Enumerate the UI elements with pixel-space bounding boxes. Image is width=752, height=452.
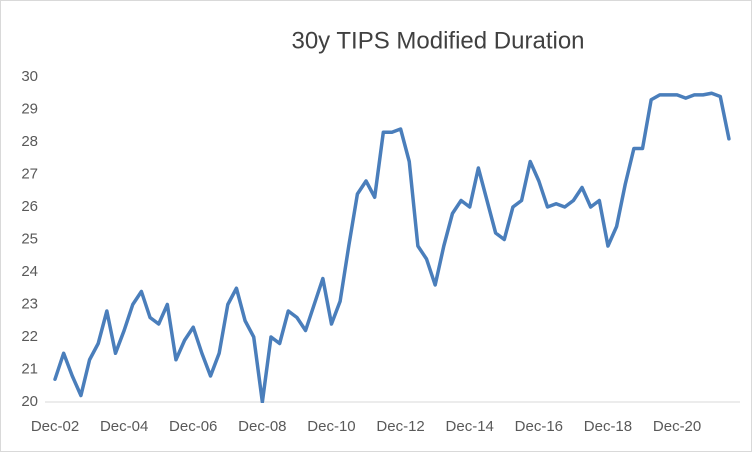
y-tick-label: 29 [21, 100, 38, 117]
y-tick-label: 22 [21, 328, 38, 345]
x-tick-label: Dec-14 [446, 418, 494, 435]
y-tick-label: 20 [21, 393, 38, 410]
x-tick-label: Dec-12 [376, 418, 424, 435]
y-tick-label: 24 [21, 263, 38, 280]
y-tick-label: 26 [21, 198, 38, 215]
x-tick-label: Dec-16 [515, 418, 563, 435]
y-tick-label: 30 [21, 68, 38, 85]
x-tick-label: Dec-18 [584, 418, 632, 435]
y-tick-label: 27 [21, 165, 38, 182]
x-tick-label: Dec-02 [31, 418, 79, 435]
chart-title: 30y TIPS Modified Duration [291, 27, 584, 54]
x-tick-label: Dec-06 [169, 418, 217, 435]
data-line [53, 91, 731, 403]
y-tick-label: 23 [21, 295, 38, 312]
plot-area [53, 91, 731, 403]
x-tick-label: Dec-04 [100, 418, 148, 435]
x-tick-label: Dec-10 [307, 418, 355, 435]
x-tick-label: Dec-20 [653, 418, 701, 435]
x-tick-label: Dec-08 [238, 418, 286, 435]
y-tick-label: 21 [21, 360, 38, 377]
y-tick-label: 28 [21, 133, 38, 150]
y-tick-label: 25 [21, 230, 38, 247]
